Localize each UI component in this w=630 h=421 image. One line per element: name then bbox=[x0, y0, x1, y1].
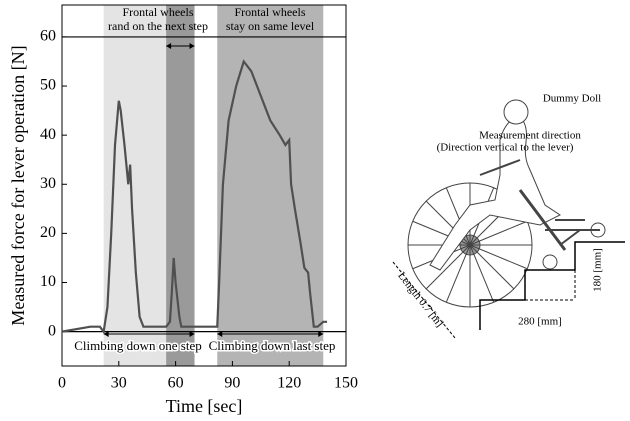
diagram-label: Length 0.7 [m] bbox=[395, 270, 445, 330]
annotation: Frontal wheels bbox=[123, 5, 194, 19]
spoke bbox=[445, 244, 471, 303]
annotation: Climbing down last step bbox=[209, 338, 336, 353]
arrow bbox=[479, 159, 521, 176]
diagram bbox=[392, 99, 625, 339]
x-tick-label: 150 bbox=[334, 375, 358, 392]
x-tick-label: 60 bbox=[168, 375, 184, 392]
force-line bbox=[61, 59, 328, 335]
y-tick-label: 50 bbox=[40, 77, 56, 94]
spoke bbox=[469, 244, 528, 270]
x-tick-label: 90 bbox=[224, 375, 240, 392]
rear-wheel bbox=[590, 222, 606, 238]
diagram-label: 180 [mm] bbox=[592, 248, 604, 292]
caster bbox=[542, 254, 558, 270]
annotation: rand on the next step bbox=[108, 19, 208, 33]
steps bbox=[479, 241, 625, 330]
lever bbox=[518, 189, 567, 251]
y-tick-label: 20 bbox=[40, 224, 56, 241]
diagram-label: Measurement direction bbox=[479, 130, 581, 142]
plot-frame bbox=[61, 4, 347, 367]
diagram-label: (Direction vertical to the lever) bbox=[437, 142, 574, 154]
y-axis-label: Measured force for lever operation [N] bbox=[8, 45, 28, 325]
dims bbox=[392, 261, 576, 339]
y-tick-label: 0 bbox=[48, 322, 56, 339]
x-tick-label: 30 bbox=[111, 375, 127, 392]
y-tick-label: 30 bbox=[40, 175, 56, 192]
spoke bbox=[425, 244, 471, 290]
annotation: stay on same level bbox=[226, 19, 315, 33]
y-tick-label: 10 bbox=[40, 273, 56, 290]
y-tick-label: 40 bbox=[40, 126, 56, 143]
y-tick-label: 60 bbox=[40, 28, 56, 45]
spoke bbox=[469, 244, 515, 290]
spoke bbox=[469, 244, 495, 303]
diagram-label: Dummy Doll bbox=[543, 93, 601, 105]
x-tick-label: 120 bbox=[277, 375, 301, 392]
x-axis-label: Time [sec] bbox=[166, 396, 243, 416]
region bbox=[217, 5, 324, 366]
plot: 0 10 20 30 40 50 60 0 30 60 90 120 150 Time [sec] Meas… bbox=[8, 4, 358, 416]
x-tick-label: 0 bbox=[58, 375, 66, 392]
annotation: Frontal wheels bbox=[235, 5, 306, 19]
annotation: Climbing down one step bbox=[74, 338, 201, 353]
doll-head bbox=[503, 99, 529, 125]
spoke bbox=[469, 220, 528, 246]
diagram-label: 280 [mm] bbox=[518, 316, 562, 328]
